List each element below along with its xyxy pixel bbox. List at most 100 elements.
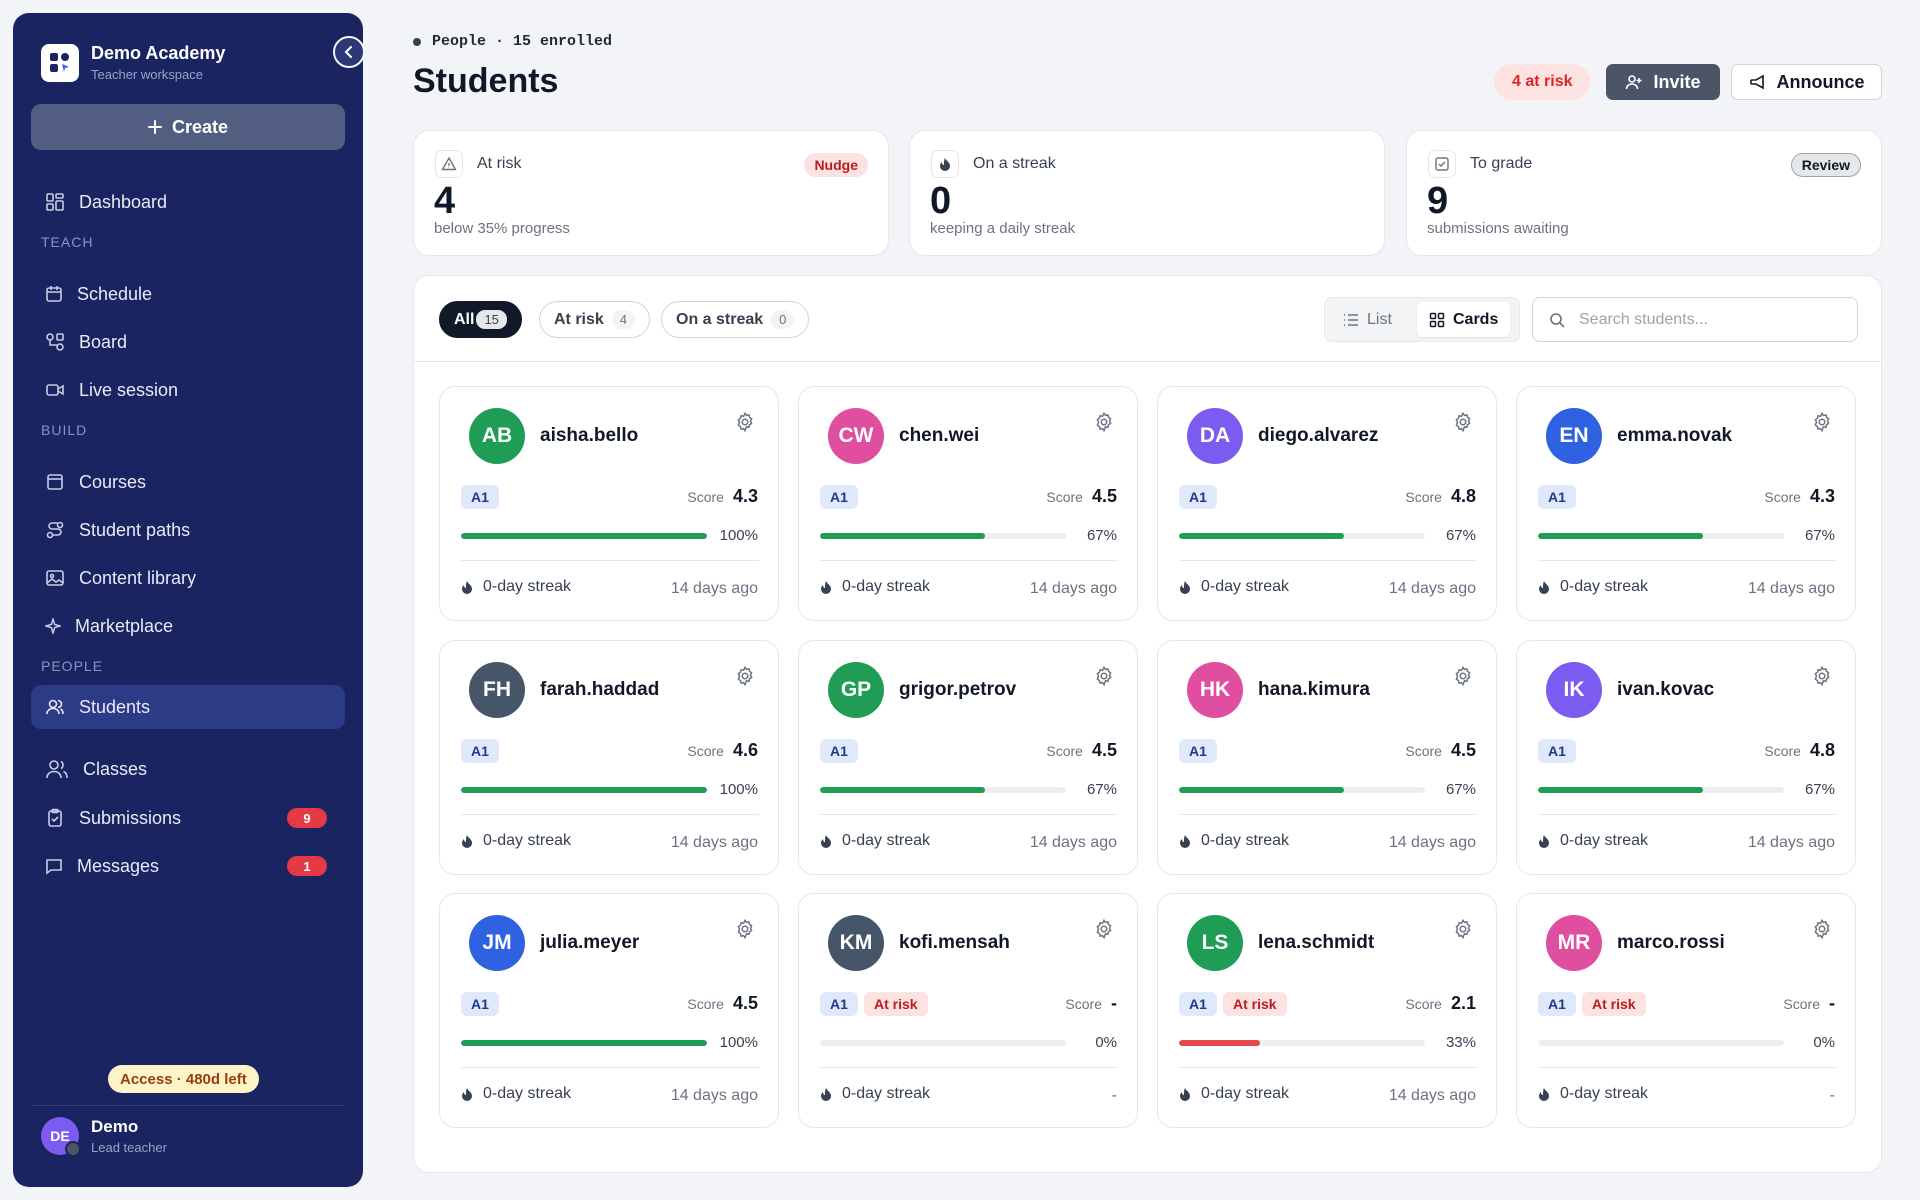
gear-icon[interactable] [1811, 411, 1833, 433]
streak-label: 0-day streak [1201, 1085, 1290, 1102]
student-card[interactable]: IK ivan.kovac A1 Score 4.8 67% 0-day streak 14 … [1516, 640, 1856, 875]
gear-icon[interactable] [1452, 918, 1474, 940]
flame-icon [1539, 581, 1549, 594]
student-card[interactable]: FH farah.haddad A1 Score 4.6 100% 0-day streak… [439, 640, 779, 875]
sidebar-item-student-paths[interactable]: Student paths [31, 508, 345, 552]
student-card[interactable]: KM kofi.mensah A1 At risk Score -0% 0-day stre… [798, 893, 1138, 1128]
user-profile[interactable]: DE Demo Lead teacher [41, 1117, 167, 1157]
score-label: Score [1783, 996, 1820, 1012]
gear-icon[interactable] [1452, 665, 1474, 687]
student-card[interactable]: HK hana.kimura A1 Score 4.5 67% 0-day streak 14… [1157, 640, 1497, 875]
student-card[interactable]: MR marco.rossi A1 At risk Score -0% 0-day stre… [1516, 893, 1856, 1128]
warning-icon [435, 150, 463, 178]
sidebar-item-submissions[interactable]: Submissions 9 [31, 796, 345, 840]
cards-view-button[interactable]: Cards [1417, 302, 1511, 337]
sidebar-item-students[interactable]: Students [31, 685, 345, 729]
student-name[interactable]: marco.rossi [1617, 932, 1725, 953]
stat-card-to-grade: To grade 9 submissions awaiting Review [1406, 130, 1882, 256]
stat-label: To grade [1470, 155, 1533, 172]
sidebar-item-board[interactable]: Board [31, 320, 345, 364]
student-card[interactable]: CW chen.wei A1 Score 4.5 67% 0-day streak 14 da… [798, 386, 1138, 621]
list-view-button[interactable]: List [1331, 302, 1404, 337]
level-badge: A1 [461, 739, 499, 763]
score-value: 4.6 [732, 740, 758, 760]
student-name[interactable]: aisha.bello [540, 425, 639, 446]
card-divider [1179, 1067, 1477, 1068]
progress-fill [1179, 787, 1344, 793]
level-badge: A1 [1179, 485, 1217, 509]
review-button[interactable]: Review [1790, 153, 1861, 177]
streak-label: 0-day streak [483, 578, 572, 595]
student-name[interactable]: farah.haddad [540, 679, 660, 700]
sidebar-item-courses[interactable]: Courses [31, 460, 345, 504]
sidebar-item-content-library[interactable]: Content library [31, 556, 345, 600]
student-name[interactable]: chen.wei [899, 425, 980, 446]
student-name[interactable]: emma.novak [1617, 425, 1733, 446]
gear-icon[interactable] [1093, 918, 1115, 940]
student-card[interactable]: LS lena.schmidt A1 At risk Score 2.1 33% 0-day … [1157, 893, 1497, 1128]
student-name[interactable]: kofi.mensah [899, 932, 1010, 953]
search-input[interactable]: Search students... [1532, 297, 1858, 342]
filter-streak-chip[interactable]: On a streak 0 [661, 301, 810, 338]
streak: 0-day streak [1179, 832, 1289, 850]
score-value: - [1111, 993, 1117, 1013]
stat-value: 0 [930, 180, 952, 222]
student-card[interactable]: EN emma.novak A1 Score 4.3 67% 0-day streak 14 … [1516, 386, 1856, 621]
nudge-button[interactable]: Nudge [804, 153, 868, 177]
sidebar-item-live-session[interactable]: Live session [31, 368, 345, 412]
student-name[interactable]: julia.meyer [540, 932, 640, 953]
last-active: - [1111, 1087, 1117, 1104]
gear-icon[interactable] [1093, 665, 1115, 687]
card-divider [461, 560, 759, 561]
collapse-sidebar-button[interactable] [333, 36, 365, 68]
chip-label: At risk [554, 310, 604, 328]
gear-icon[interactable] [734, 918, 756, 940]
card-divider [1538, 560, 1836, 561]
score-label: Score [687, 489, 724, 505]
student-card[interactable]: JM julia.meyer A1 Score 4.5 100% 0-day streak 1… [439, 893, 779, 1128]
sidebar-item-classes[interactable]: Classes [31, 747, 345, 791]
student-card[interactable]: AB aisha.bello A1 Score 4.3 100% 0-day streak 1… [439, 386, 779, 621]
sidebar-item-messages[interactable]: Messages 1 [31, 844, 345, 888]
student-card[interactable]: DA diego.alvarez A1 Score 4.8 67% 0-day streak… [1157, 386, 1497, 621]
progress-bar [461, 533, 707, 539]
streak: 0-day streak [1179, 1085, 1289, 1103]
avatar: FH [469, 662, 525, 718]
sidebar-item-label: Marketplace [75, 615, 174, 636]
gear-icon[interactable] [734, 665, 756, 687]
student-name[interactable]: lena.schmidt [1258, 932, 1375, 953]
avatar: MR [1546, 915, 1602, 971]
stat-value: 4 [434, 180, 456, 222]
student-name[interactable]: grigor.petrov [899, 679, 1017, 700]
avatar: EN [1546, 408, 1602, 464]
gear-icon[interactable] [1811, 918, 1833, 940]
score-label: Score [1046, 489, 1083, 505]
at-risk-badge: At risk [864, 992, 928, 1016]
progress-percent: 33% [1445, 1034, 1476, 1051]
student-card[interactable]: GP grigor.petrov A1 Score 4.5 67% 0-day streak… [798, 640, 1138, 875]
avatar: CW [828, 408, 884, 464]
sidebar-item-schedule[interactable]: Schedule [31, 272, 345, 316]
create-button[interactable]: Create [31, 104, 345, 150]
announce-button[interactable]: Announce [1731, 64, 1882, 100]
student-name[interactable]: hana.kimura [1258, 679, 1370, 700]
student-name[interactable]: ivan.kovac [1617, 679, 1715, 700]
last-active: 14 days ago [1029, 834, 1117, 851]
gear-icon[interactable] [1452, 411, 1474, 433]
filter-at-risk-chip[interactable]: At risk 4 [539, 301, 651, 338]
score-value: 4.5 [1091, 486, 1117, 506]
sidebar-item-marketplace[interactable]: Marketplace [31, 604, 345, 648]
gear-icon[interactable] [1811, 665, 1833, 687]
student-name[interactable]: diego.alvarez [1258, 425, 1379, 446]
flame-icon [462, 1088, 472, 1101]
streak-label: 0-day streak [1560, 578, 1649, 595]
avatar-initials: DA [1199, 424, 1231, 447]
filter-all-chip[interactable]: All 15 [439, 301, 522, 338]
gear-icon[interactable] [1093, 411, 1115, 433]
invite-button[interactable]: Invite [1606, 64, 1720, 100]
flame-icon [821, 581, 831, 594]
at-risk-pill[interactable]: 4 at risk [1494, 64, 1591, 100]
sidebar-item-dashboard[interactable]: Dashboard [31, 180, 345, 224]
gear-icon[interactable] [734, 411, 756, 433]
brand[interactable]: Demo Academy Teacher workspace [41, 43, 225, 82]
